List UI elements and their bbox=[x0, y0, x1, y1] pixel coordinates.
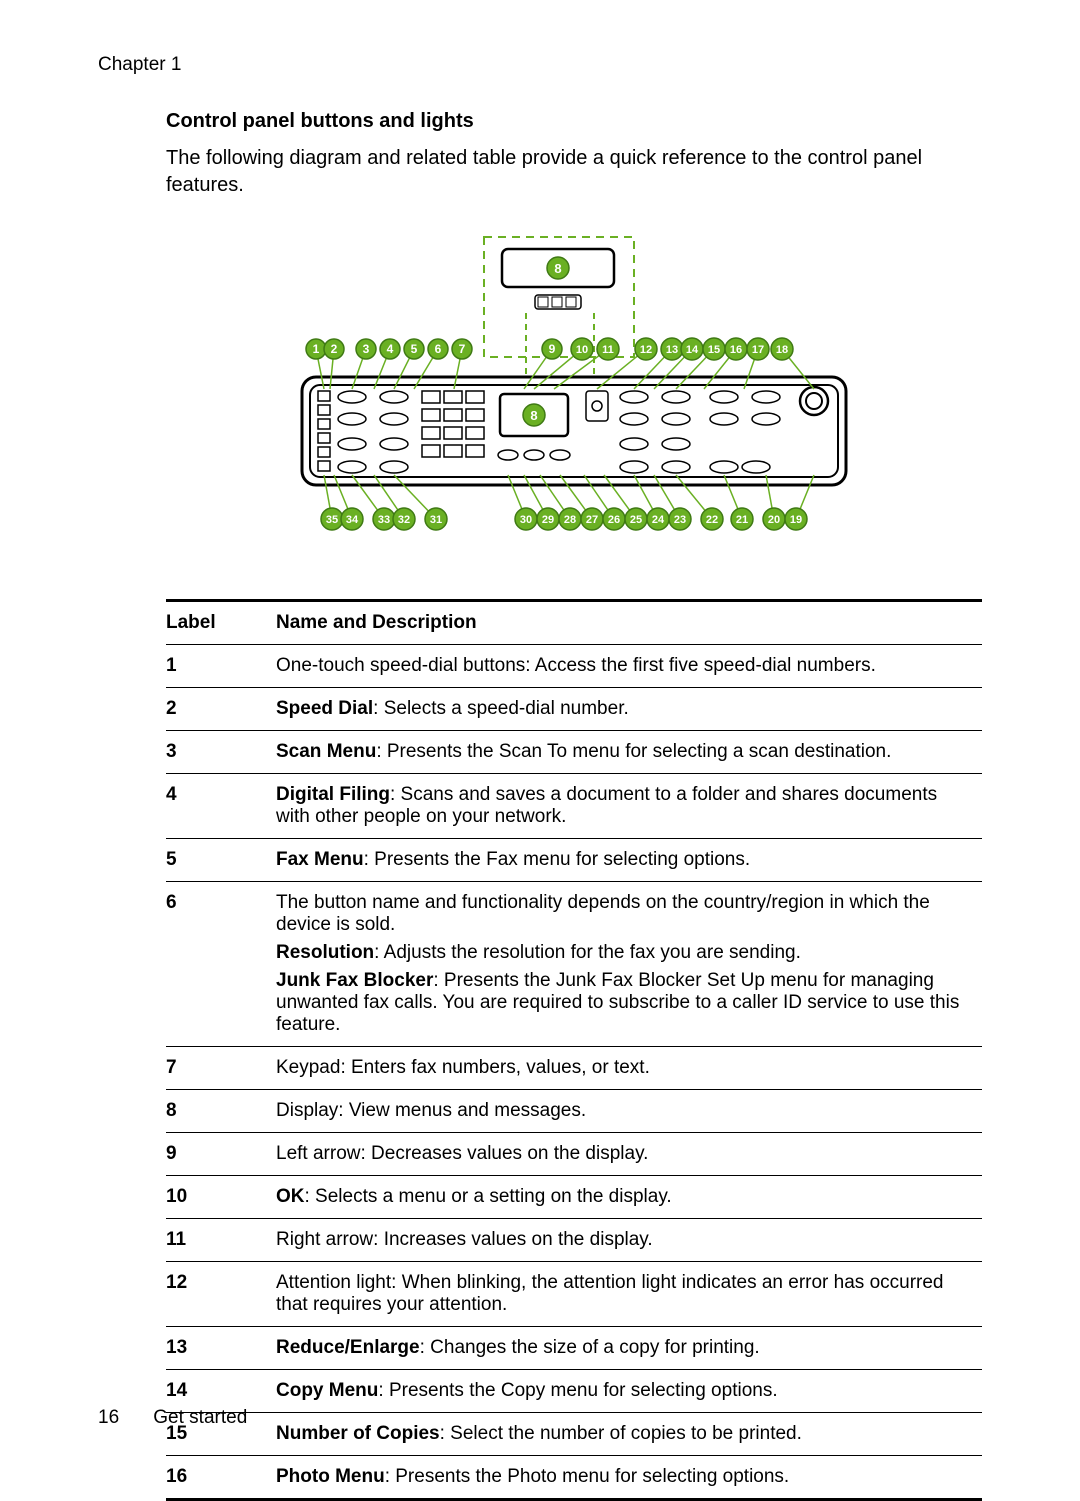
row-desc: Digital Filing: Scans and saves a docume… bbox=[276, 774, 982, 839]
row-label: 10 bbox=[166, 1176, 276, 1219]
header-desc: Name and Description bbox=[276, 601, 982, 645]
control-panel-diagram: 8 bbox=[294, 229, 854, 559]
table-row: 16Photo Menu: Presents the Photo menu fo… bbox=[166, 1456, 982, 1500]
svg-text:25: 25 bbox=[630, 514, 642, 526]
svg-text:6: 6 bbox=[435, 342, 442, 356]
svg-text:20: 20 bbox=[768, 514, 780, 526]
row-label: 7 bbox=[166, 1047, 276, 1090]
row-label: 11 bbox=[166, 1219, 276, 1262]
row-label: 5 bbox=[166, 839, 276, 882]
row-label: 4 bbox=[166, 774, 276, 839]
chapter-label: Chapter 1 bbox=[98, 54, 982, 76]
svg-text:13: 13 bbox=[666, 344, 678, 356]
row-desc: Scan Menu: Presents the Scan To menu for… bbox=[276, 731, 982, 774]
svg-text:19: 19 bbox=[790, 514, 802, 526]
footer-section: Get started bbox=[153, 1407, 247, 1428]
svg-text:3: 3 bbox=[363, 342, 370, 356]
table-row: 4Digital Filing: Scans and saves a docum… bbox=[166, 774, 982, 839]
svg-text:30: 30 bbox=[520, 514, 532, 526]
page-footer: 16 Get started bbox=[98, 1407, 247, 1429]
row-desc: Keypad: Enters fax numbers, values, or t… bbox=[276, 1047, 982, 1090]
row-label: 12 bbox=[166, 1262, 276, 1327]
row-desc: Photo Menu: Presents the Photo menu for … bbox=[276, 1456, 982, 1500]
row-label: 1 bbox=[166, 645, 276, 688]
svg-text:8: 8 bbox=[554, 261, 561, 276]
svg-text:35: 35 bbox=[326, 514, 338, 526]
table-row: 3Scan Menu: Presents the Scan To menu fo… bbox=[166, 731, 982, 774]
row-label: 2 bbox=[166, 688, 276, 731]
row-desc: Copy Menu: Presents the Copy menu for se… bbox=[276, 1370, 982, 1413]
row-desc: Fax Menu: Presents the Fax menu for sele… bbox=[276, 839, 982, 882]
row-desc: Reduce/Enlarge: Changes the size of a co… bbox=[276, 1327, 982, 1370]
svg-text:14: 14 bbox=[686, 344, 699, 356]
row-label: 6 bbox=[166, 882, 276, 1047]
row-label: 9 bbox=[166, 1133, 276, 1176]
table-row: 1One-touch speed-dial buttons: Access th… bbox=[166, 645, 982, 688]
svg-text:26: 26 bbox=[608, 514, 620, 526]
table-row: 7Keypad: Enters fax numbers, values, or … bbox=[166, 1047, 982, 1090]
row-label: 13 bbox=[166, 1327, 276, 1370]
svg-text:1: 1 bbox=[313, 342, 320, 356]
svg-text:2: 2 bbox=[331, 342, 338, 356]
svg-text:8: 8 bbox=[530, 408, 537, 423]
svg-text:4: 4 bbox=[387, 342, 394, 356]
svg-text:12: 12 bbox=[640, 344, 652, 356]
svg-text:27: 27 bbox=[586, 514, 598, 526]
row-desc: OK: Selects a menu or a setting on the d… bbox=[276, 1176, 982, 1219]
row-desc: The button name and functionality depend… bbox=[276, 882, 982, 1047]
row-label: 8 bbox=[166, 1090, 276, 1133]
svg-text:32: 32 bbox=[398, 514, 410, 526]
svg-text:23: 23 bbox=[674, 514, 686, 526]
diagram-container: 8 bbox=[166, 229, 982, 559]
svg-text:34: 34 bbox=[346, 514, 359, 526]
page: Chapter 1 Control panel buttons and ligh… bbox=[0, 0, 1080, 1495]
table-row: 12Attention light: When blinking, the at… bbox=[166, 1262, 982, 1327]
row-desc: Attention light: When blinking, the atte… bbox=[276, 1262, 982, 1327]
row-label: 3 bbox=[166, 731, 276, 774]
section-heading: Control panel buttons and lights bbox=[166, 110, 982, 133]
svg-text:28: 28 bbox=[564, 514, 576, 526]
row-label: 16 bbox=[166, 1456, 276, 1500]
svg-text:10: 10 bbox=[576, 344, 588, 356]
svg-text:7: 7 bbox=[459, 342, 466, 356]
table-row: 10OK: Selects a menu or a setting on the… bbox=[166, 1176, 982, 1219]
svg-text:16: 16 bbox=[730, 344, 742, 356]
page-number: 16 bbox=[98, 1407, 148, 1429]
table-row: 8Display: View menus and messages. bbox=[166, 1090, 982, 1133]
table-row: 15Number of Copies: Select the number of… bbox=[166, 1413, 982, 1456]
table-row: 9Left arrow: Decreases values on the dis… bbox=[166, 1133, 982, 1176]
svg-text:33: 33 bbox=[378, 514, 390, 526]
svg-text:24: 24 bbox=[652, 514, 665, 526]
table-row: 5Fax Menu: Presents the Fax menu for sel… bbox=[166, 839, 982, 882]
row-desc: One-touch speed-dial buttons: Access the… bbox=[276, 645, 982, 688]
svg-text:11: 11 bbox=[602, 344, 614, 356]
content-block: Control panel buttons and lights The fol… bbox=[166, 110, 982, 1501]
table-row: 6The button name and functionality depen… bbox=[166, 882, 982, 1047]
svg-text:5: 5 bbox=[411, 342, 418, 356]
table-row: 14Copy Menu: Presents the Copy menu for … bbox=[166, 1370, 982, 1413]
row-desc: Display: View menus and messages. bbox=[276, 1090, 982, 1133]
svg-text:29: 29 bbox=[542, 514, 554, 526]
table-row: 2Speed Dial: Selects a speed-dial number… bbox=[166, 688, 982, 731]
row-desc: Right arrow: Increases values on the dis… bbox=[276, 1219, 982, 1262]
svg-text:18: 18 bbox=[776, 344, 788, 356]
intro-paragraph: The following diagram and related table … bbox=[166, 145, 982, 199]
table-body: 1One-touch speed-dial buttons: Access th… bbox=[166, 645, 982, 1500]
svg-text:21: 21 bbox=[736, 514, 748, 526]
svg-text:31: 31 bbox=[430, 514, 442, 526]
table-row: 13Reduce/Enlarge: Changes the size of a … bbox=[166, 1327, 982, 1370]
svg-text:22: 22 bbox=[706, 514, 718, 526]
svg-text:15: 15 bbox=[708, 344, 720, 356]
row-desc: Number of Copies: Select the number of c… bbox=[276, 1413, 982, 1456]
reference-table: Label Name and Description 1One-touch sp… bbox=[166, 599, 982, 1501]
table-row: 11Right arrow: Increases values on the d… bbox=[166, 1219, 982, 1262]
header-label: Label bbox=[166, 601, 276, 645]
svg-text:9: 9 bbox=[549, 342, 556, 356]
svg-text:17: 17 bbox=[752, 344, 764, 356]
row-desc: Left arrow: Decreases values on the disp… bbox=[276, 1133, 982, 1176]
row-desc: Speed Dial: Selects a speed-dial number. bbox=[276, 688, 982, 731]
